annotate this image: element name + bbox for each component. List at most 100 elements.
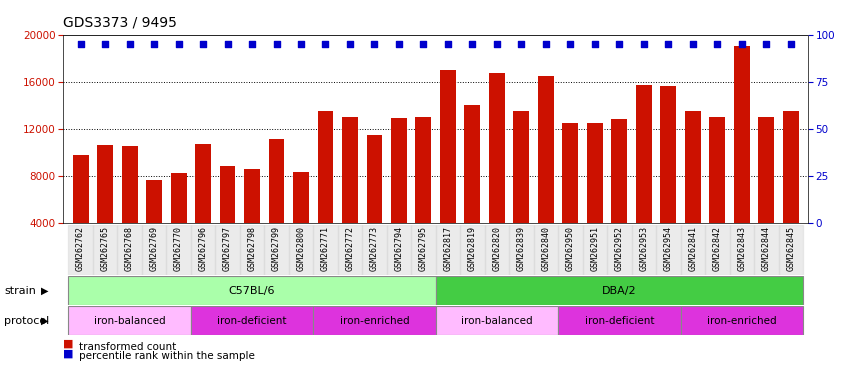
Bar (534, 225, 558, 275)
Text: C57BL/6: C57BL/6 (228, 286, 275, 296)
Point (417, 41, 431, 47)
Text: GSM262762: GSM262762 (76, 226, 85, 271)
Bar (362, 225, 387, 275)
Bar (436, 306, 558, 335)
Bar (69, 306, 191, 335)
Text: GSM262817: GSM262817 (443, 226, 453, 271)
Bar (411, 225, 436, 275)
Bar (509, 225, 534, 275)
Bar (73, 154, 89, 223)
Bar (563, 123, 579, 223)
Bar (632, 225, 656, 275)
Text: iron-balanced: iron-balanced (461, 316, 533, 326)
Point (221, 41, 234, 47)
Text: strain: strain (4, 286, 36, 296)
Text: GSM262950: GSM262950 (566, 226, 575, 271)
Text: GSM262798: GSM262798 (248, 226, 256, 271)
Point (172, 41, 185, 47)
Point (245, 41, 259, 47)
Bar (313, 225, 338, 275)
Bar (122, 146, 138, 223)
Bar (485, 225, 509, 275)
Text: GDS3373 / 9495: GDS3373 / 9495 (63, 15, 178, 29)
Bar (758, 117, 774, 223)
Bar (415, 117, 431, 223)
Point (74, 41, 87, 47)
Bar (489, 73, 505, 223)
Text: iron-balanced: iron-balanced (94, 316, 165, 326)
Bar (313, 306, 436, 335)
Point (760, 41, 773, 47)
Bar (460, 225, 485, 275)
Text: iron-enriched: iron-enriched (339, 316, 409, 326)
Bar (558, 306, 680, 335)
Bar (612, 119, 628, 223)
Bar (583, 225, 607, 275)
Point (613, 41, 626, 47)
Point (393, 41, 406, 47)
Bar (215, 225, 239, 275)
Point (147, 41, 161, 47)
Bar (268, 139, 284, 223)
Text: GSM262799: GSM262799 (272, 226, 281, 271)
Bar (146, 180, 162, 223)
Bar (97, 145, 113, 223)
Text: ■: ■ (63, 348, 78, 358)
Bar (680, 306, 803, 335)
Text: GSM262770: GSM262770 (174, 226, 183, 271)
Bar (244, 169, 260, 223)
Text: GSM262796: GSM262796 (199, 226, 207, 271)
Bar (264, 225, 288, 275)
Bar (656, 225, 680, 275)
Text: GSM262771: GSM262771 (321, 226, 330, 271)
Text: GSM262842: GSM262842 (713, 226, 722, 271)
Text: transformed count: transformed count (79, 342, 176, 352)
Text: protocol: protocol (4, 316, 49, 326)
Text: GSM262800: GSM262800 (296, 226, 305, 271)
Point (539, 41, 552, 47)
Text: iron-deficient: iron-deficient (217, 316, 287, 326)
Point (465, 41, 479, 47)
Text: GSM262797: GSM262797 (223, 226, 232, 271)
Text: DBA/2: DBA/2 (602, 286, 637, 296)
Bar (464, 105, 481, 223)
Point (196, 41, 210, 47)
Bar (705, 225, 729, 275)
Bar (607, 225, 632, 275)
Bar (317, 111, 333, 223)
Bar (69, 276, 436, 305)
Bar (93, 225, 118, 275)
Bar (69, 225, 93, 275)
Bar (436, 276, 803, 305)
Point (490, 41, 503, 47)
Bar (342, 117, 358, 223)
Bar (587, 123, 603, 223)
Point (686, 41, 700, 47)
Bar (538, 76, 554, 223)
Bar (191, 225, 215, 275)
Text: percentile rank within the sample: percentile rank within the sample (79, 351, 255, 361)
Text: iron-enriched: iron-enriched (707, 316, 777, 326)
Point (784, 41, 798, 47)
Point (637, 41, 651, 47)
Bar (729, 225, 754, 275)
Text: GSM262843: GSM262843 (738, 226, 746, 271)
Bar (440, 70, 456, 223)
Text: GSM262765: GSM262765 (101, 226, 110, 271)
Bar (391, 118, 407, 223)
Bar (293, 172, 309, 223)
Point (123, 41, 136, 47)
Text: GSM262794: GSM262794 (394, 226, 404, 271)
Point (294, 41, 308, 47)
Bar (171, 173, 186, 223)
Bar (514, 111, 530, 223)
Text: GSM262795: GSM262795 (419, 226, 428, 271)
Bar (680, 225, 705, 275)
Text: ▶: ▶ (41, 316, 48, 326)
Text: GSM262820: GSM262820 (492, 226, 502, 271)
Text: GSM262841: GSM262841 (689, 226, 697, 271)
Text: GSM262819: GSM262819 (468, 226, 477, 271)
Text: GSM262952: GSM262952 (615, 226, 624, 271)
Point (711, 41, 724, 47)
Bar (685, 111, 700, 223)
